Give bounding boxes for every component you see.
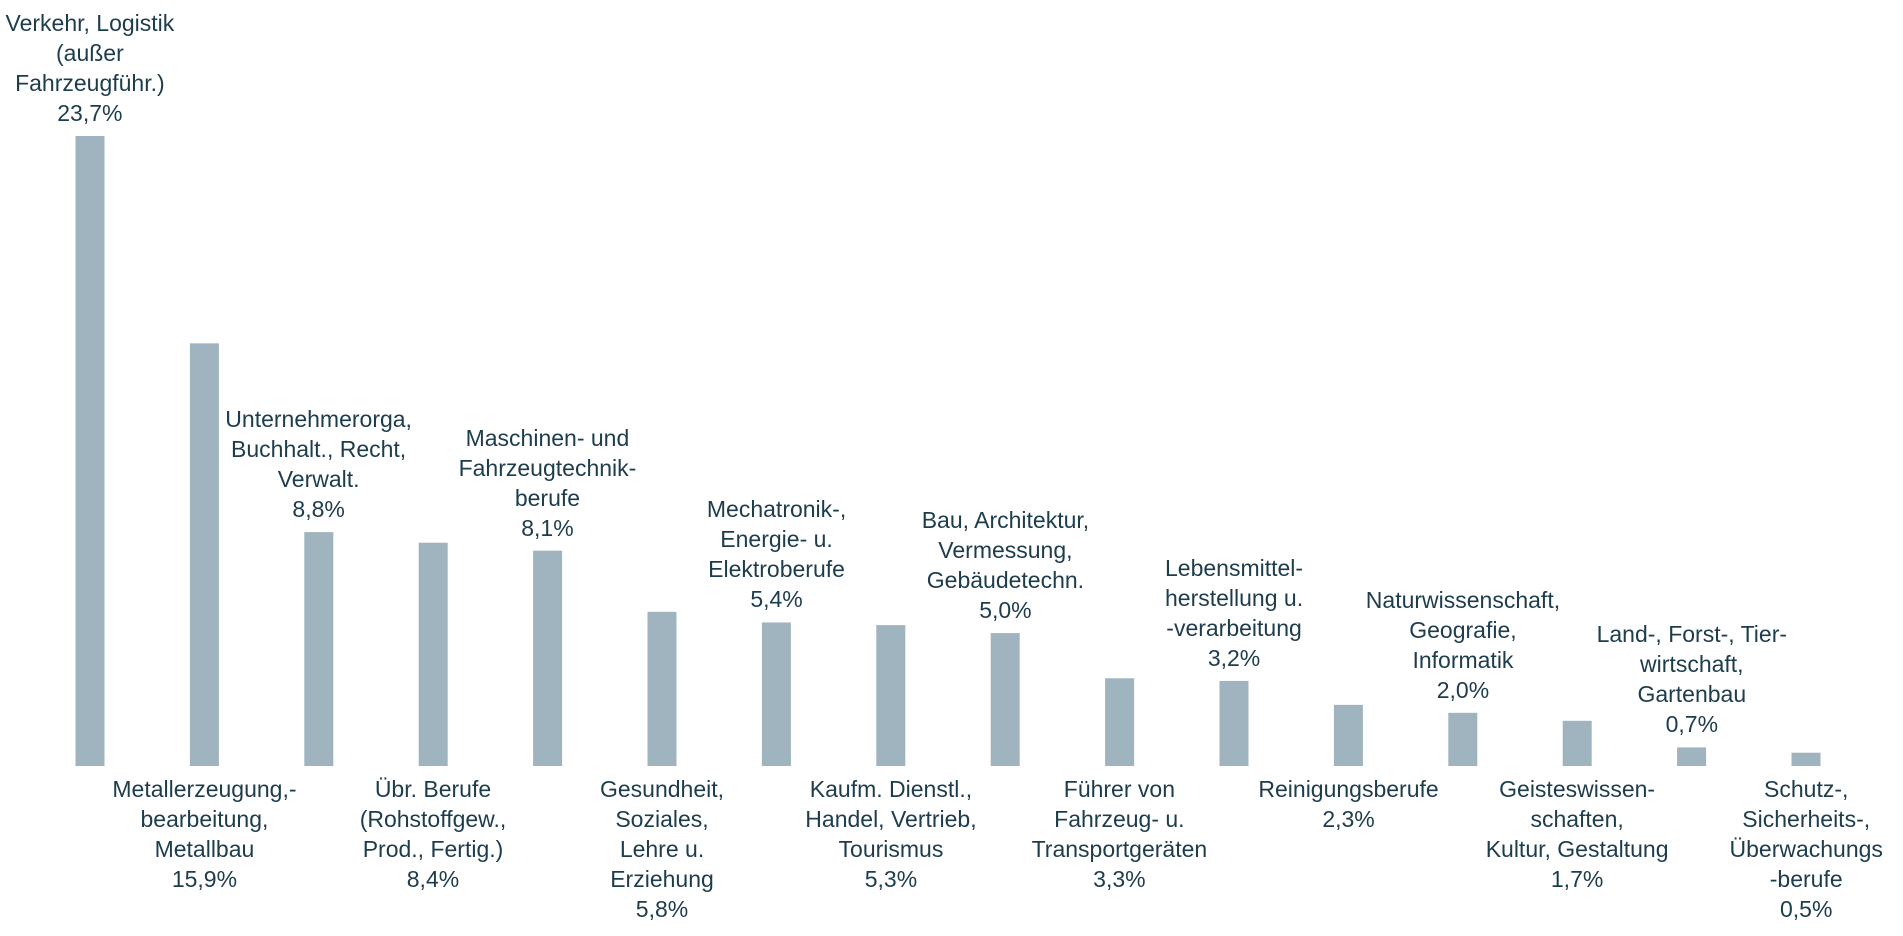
category-label: Kaufm. Dienstl., Handel, Vertrieb, Touri… [805, 776, 977, 862]
bar [189, 343, 219, 766]
bar-label: Mechatronik-, Energie- u. Elektroberufe 5… [707, 494, 846, 614]
bar-label: Reinigungsberufe 2,3% [1258, 774, 1438, 834]
value-label: 23,7% [57, 100, 123, 126]
value-label: 5,4% [750, 586, 803, 613]
bar [1562, 720, 1592, 766]
category-label: Gesundheit, Soziales, Lehre u. Erziehung [600, 776, 725, 892]
bar-label: Gesundheit, Soziales, Lehre u. Erziehung… [600, 774, 724, 924]
value-label: 1,7% [1550, 866, 1604, 892]
bar [1105, 678, 1135, 766]
bar [1791, 752, 1821, 766]
category-label: Land-, Forst-, Tier- wirtschaft, Gartenb… [1596, 621, 1788, 708]
value-label: 15,9% [171, 866, 238, 892]
value-label: 0,7% [1665, 711, 1719, 738]
value-label: 3,3% [1093, 866, 1146, 892]
category-label: Bau, Architektur, Vermessung, Gebäudetec… [921, 507, 1090, 594]
bar [1219, 680, 1249, 766]
bar-label: Geisteswissen- schaften, Kultur, Gestalt… [1486, 774, 1669, 894]
value-label: 8,1% [521, 514, 574, 541]
bar-label: Bau, Architektur, Vermessung, Gebäudetec… [922, 505, 1089, 625]
category-label: Reinigungsberufe [1258, 776, 1439, 802]
category-label: Verkehr, Logistik (außer Fahrzeugführ.) [5, 10, 175, 96]
category-label: Lebensmittel- herstellung u. -verarbeitu… [1165, 554, 1304, 641]
category-label: Übr. Berufe (Rohstoffgew., Prod., Fertig… [359, 776, 507, 862]
bar-label: Naturwissenschaft, Geografie, Informatik… [1366, 585, 1560, 705]
bar-label: Verkehr, Logistik (außer Fahrzeugführ.) 2… [6, 8, 175, 128]
category-label: Schutz-, Sicherheits-, Überwachungs -ber… [1729, 776, 1883, 892]
category-label: Maschinen- und Fahrzeugtechnik- berufe [458, 424, 637, 511]
bar-label: Maschinen- und Fahrzeugtechnik- berufe 8,… [459, 423, 637, 543]
value-label: 0,5% [1779, 896, 1833, 922]
bar-label: Land-, Forst-, Tier- wirtschaft, Gartenb… [1597, 619, 1787, 739]
bar-label: Führer von Fahrzeug- u. Transportgeräten… [1032, 774, 1208, 894]
bar [990, 633, 1020, 766]
bar [876, 625, 906, 766]
bar [418, 542, 448, 766]
value-label: 8,4% [406, 866, 460, 892]
bar [647, 611, 677, 766]
bar [304, 532, 334, 766]
bar [1333, 704, 1363, 766]
bar-label: Metallerzeugung,- bearbeitung, Metallbau… [112, 774, 296, 894]
bar [1677, 747, 1707, 766]
category-label: Unternehmerorga, Buchhalt., Recht, Verwa… [225, 406, 412, 493]
bar-label: Kaufm. Dienstl., Handel, Vertrieb, Touri… [805, 774, 976, 894]
value-label: 2,0% [1436, 676, 1490, 703]
bar [75, 136, 105, 766]
value-label: 5,8% [635, 896, 689, 922]
bar-label: Schutz-, Sicherheits-, Überwachungs -ber… [1730, 774, 1883, 924]
value-label: 5,0% [979, 597, 1032, 624]
category-label: Metallerzeugung,- bearbeitung, Metallbau [112, 776, 297, 862]
value-label: 2,3% [1322, 806, 1375, 832]
bar [1448, 712, 1478, 766]
bar-label: Lebensmittel- herstellung u. -verarbeitu… [1165, 553, 1303, 673]
bar-label: Unternehmerorga, Buchhalt., Recht, Verwa… [225, 404, 412, 524]
bar-label: Übr. Berufe (Rohstoffgew., Prod., Fertig… [360, 774, 507, 894]
value-label: 3,2% [1207, 644, 1261, 671]
value-label: 5,3% [864, 866, 918, 892]
bar [761, 622, 791, 766]
bar [533, 550, 563, 766]
category-label: Naturwissenschaft, Geografie, Informatik [1365, 586, 1561, 673]
value-label: 8,8% [292, 496, 345, 523]
category-label: Geisteswissen- schaften, Kultur, Gestalt… [1485, 776, 1669, 862]
category-label: Führer von Fahrzeug- u. Transportgeräten [1031, 776, 1208, 862]
category-label: Mechatronik-, Energie- u. Elektroberufe [706, 496, 847, 583]
